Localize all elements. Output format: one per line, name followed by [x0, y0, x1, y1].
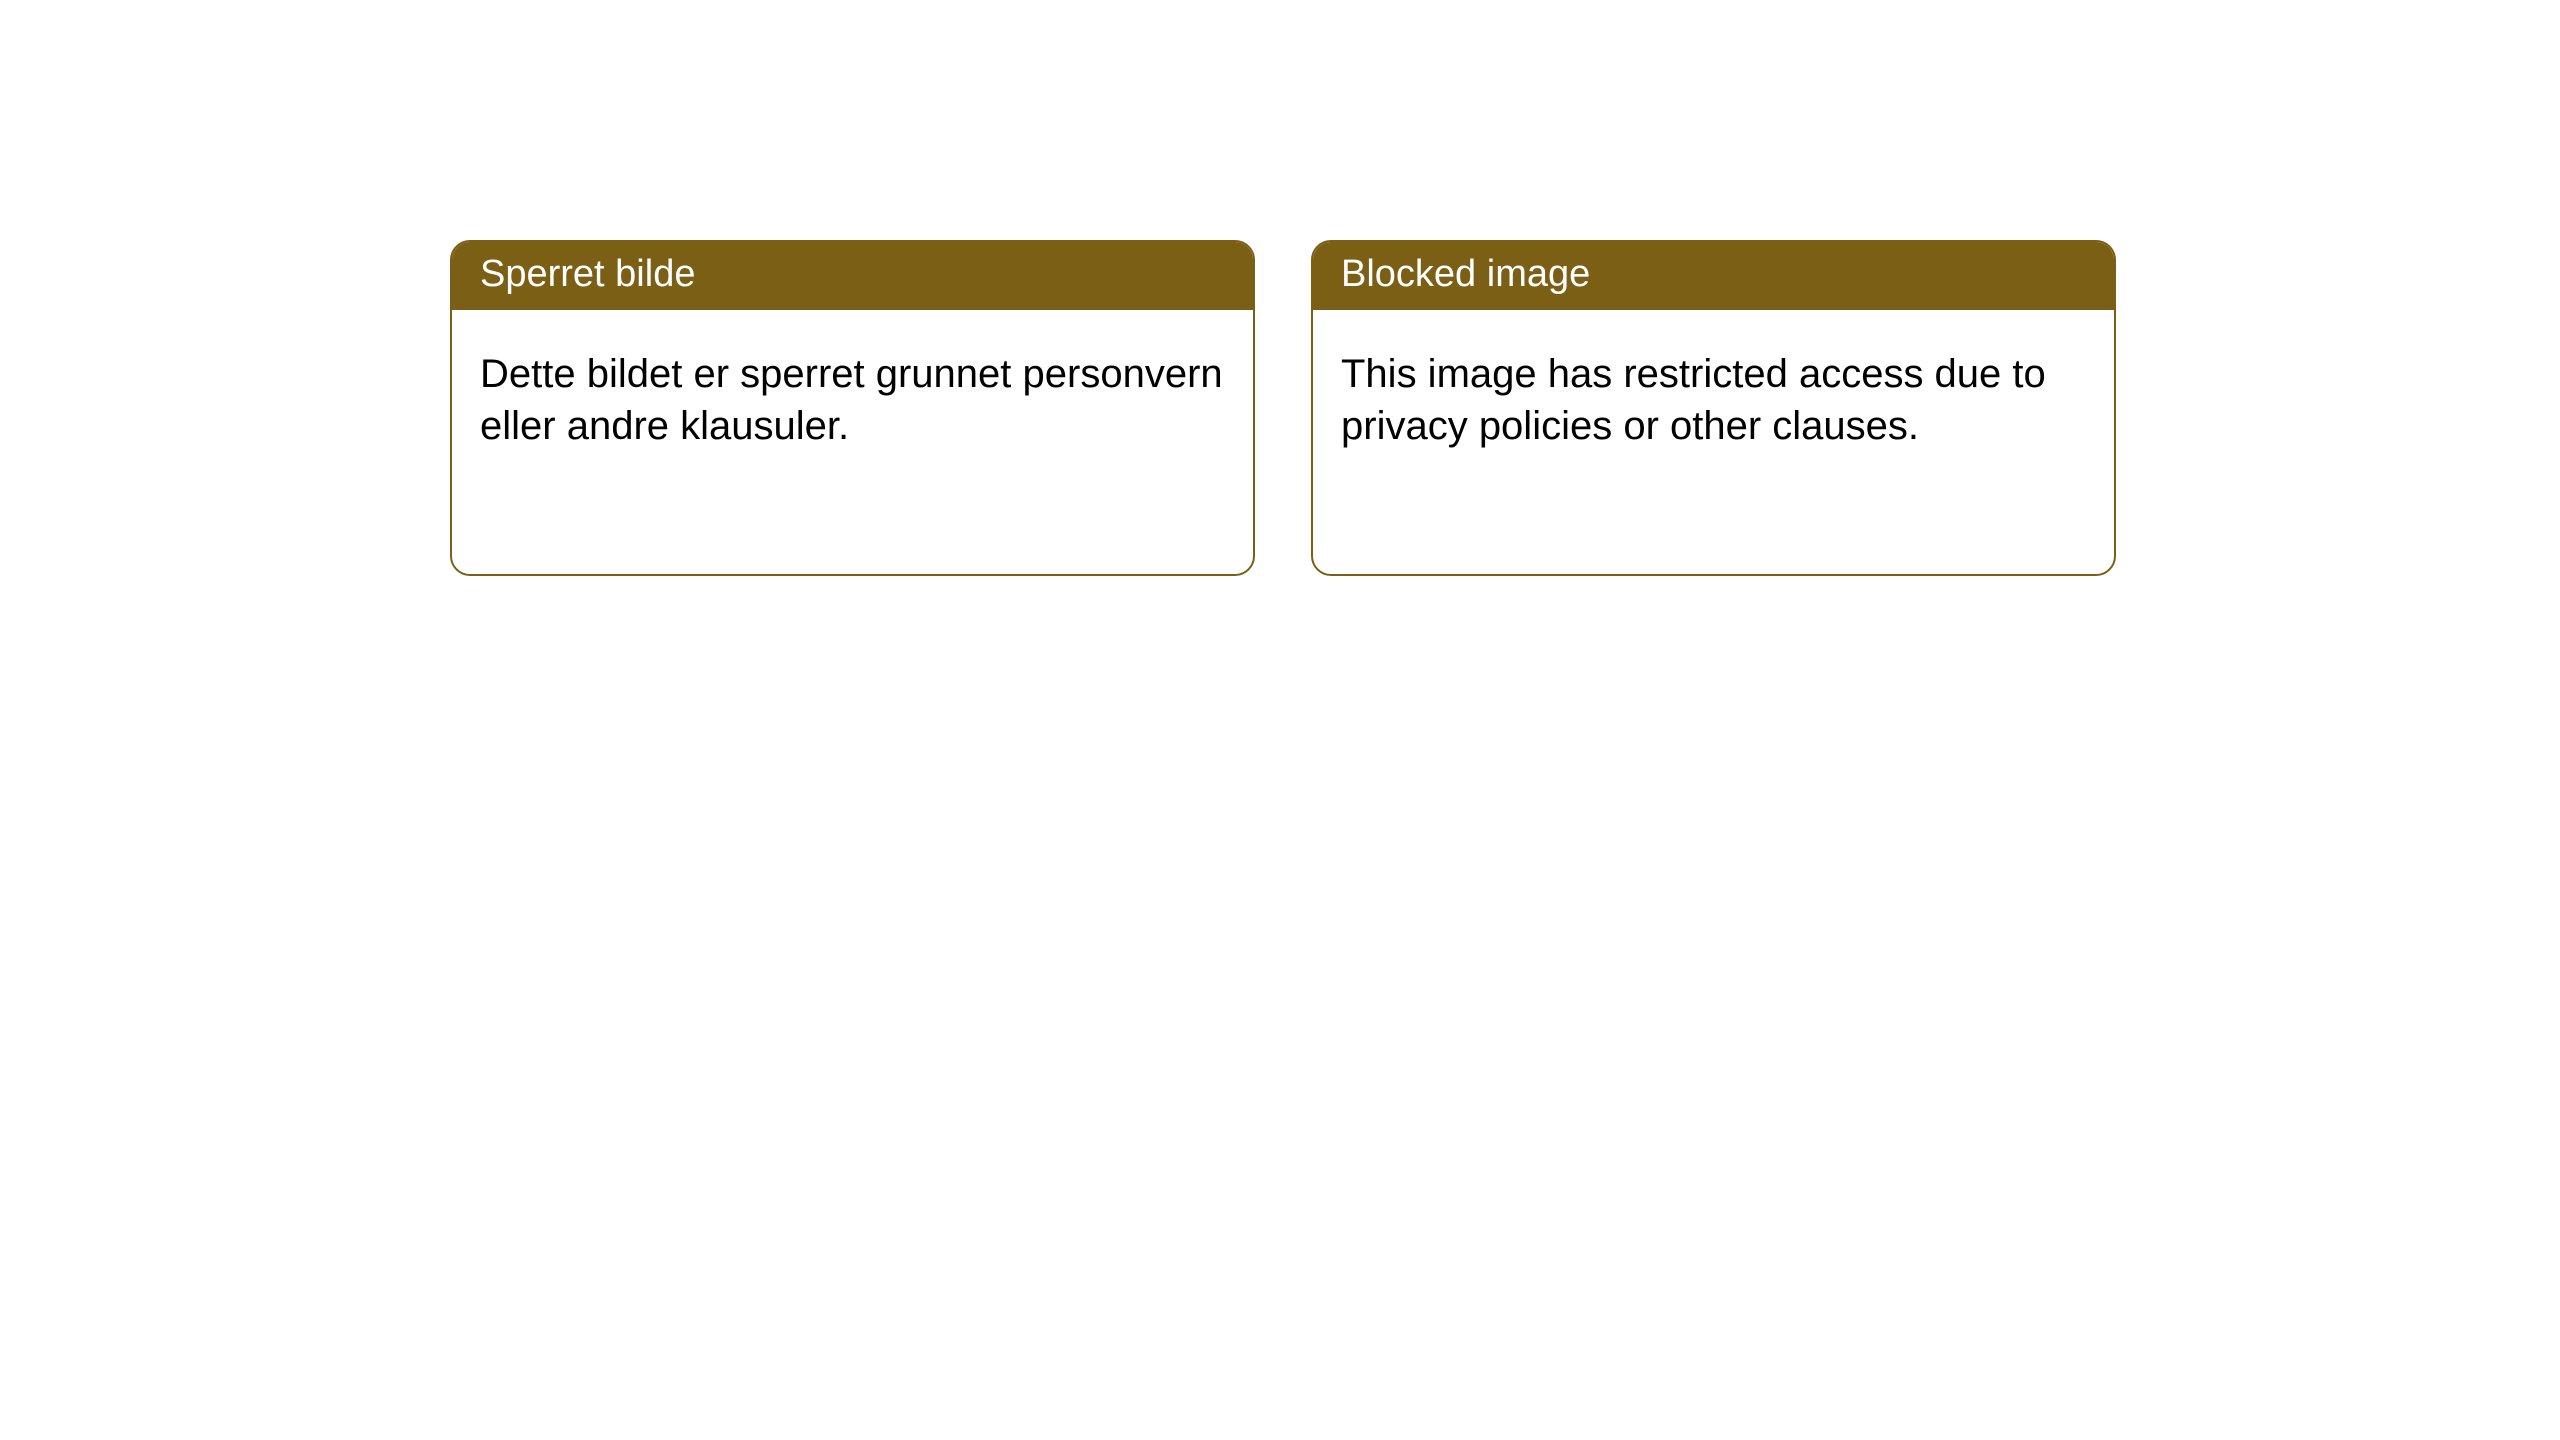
notice-container: Sperret bilde Dette bildet er sperret gr… — [0, 0, 2560, 576]
notice-body-norwegian: Dette bildet er sperret grunnet personve… — [452, 310, 1253, 472]
notice-title-english: Blocked image — [1313, 242, 2114, 310]
notice-body-english: This image has restricted access due to … — [1313, 310, 2114, 472]
notice-card-english: Blocked image This image has restricted … — [1311, 240, 2116, 576]
notice-title-norwegian: Sperret bilde — [452, 242, 1253, 310]
notice-card-norwegian: Sperret bilde Dette bildet er sperret gr… — [450, 240, 1255, 576]
